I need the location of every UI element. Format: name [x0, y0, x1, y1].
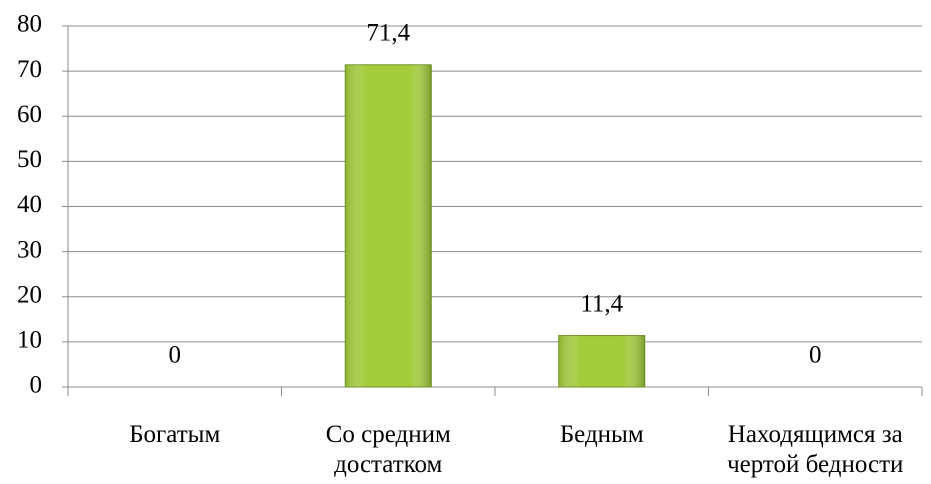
- value-label: 11,4: [580, 290, 623, 317]
- value-label: 0: [169, 342, 182, 369]
- y-tick-label: 40: [17, 191, 42, 218]
- y-tick-label: 10: [17, 327, 42, 354]
- y-tick-label: 70: [17, 56, 42, 83]
- y-tick-label: 0: [30, 372, 43, 399]
- y-tick-label: 50: [17, 146, 42, 173]
- x-tick-label: Находящимся за чертой бедности: [727, 421, 904, 478]
- y-tick-label: 80: [17, 11, 42, 38]
- value-label: 0: [809, 342, 822, 369]
- bar-shade: [558, 335, 645, 387]
- x-tick-label: Со средним достатком: [325, 421, 451, 478]
- y-tick-label: 20: [17, 281, 42, 308]
- y-tick-label: 60: [17, 101, 42, 128]
- bar-shade: [345, 64, 432, 388]
- value-label: 71,4: [366, 20, 410, 47]
- x-tick-label: Богатым: [129, 421, 221, 448]
- x-tick-label: Бедным: [559, 421, 644, 448]
- y-tick-label: 30: [17, 236, 42, 263]
